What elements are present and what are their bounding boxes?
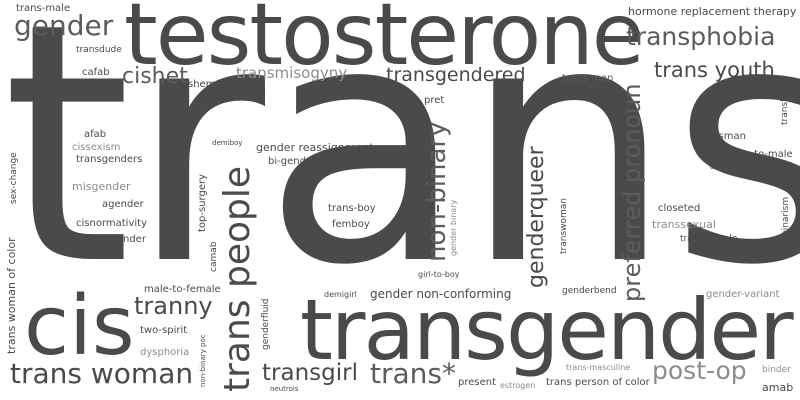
word-two-spirit: two-spirit — [140, 325, 188, 336]
word-non-binary-poc: non-binary poc — [199, 334, 207, 387]
word-trans-star: trans* — [370, 357, 456, 390]
word-present: present — [458, 377, 497, 388]
word-binder: binder — [762, 365, 791, 375]
word-third-gender: third gender — [84, 234, 146, 245]
word-demigirl: demigirl — [324, 290, 357, 299]
word-trans-woman: trans woman — [10, 357, 194, 390]
word-transgenders: transgenders — [76, 154, 143, 165]
word-trans-woman-of-color: trans woman of color — [5, 237, 18, 354]
word-dual-gendered: dual gendered — [710, 163, 761, 171]
word-dysphoria: dysphoria — [140, 347, 190, 358]
word-transsexual: transsexual — [652, 218, 716, 231]
word-gender-reassignment: gender reassignment — [256, 141, 374, 154]
word-shemale: shemale — [188, 79, 231, 90]
word-femboy: femboy — [332, 219, 370, 230]
word-transphobia: transphobia — [626, 22, 776, 51]
word-trans-people: trans people — [217, 165, 258, 392]
word-pret: pret — [424, 95, 445, 106]
word-cisnormativity: cisnormativity — [76, 218, 147, 229]
word-trans-male: trans-male — [16, 3, 71, 14]
word-demiboy: demiboy — [212, 139, 243, 147]
word-trans-boy: trans-boy — [328, 203, 376, 214]
word-cafab: cafab — [82, 67, 110, 78]
word-trans: trans — [2, 0, 800, 337]
word-transgendered: transgendered — [386, 64, 526, 86]
word-hormone-replacement-therapy: hormone replacement therapy — [628, 5, 797, 18]
word-cis: cis — [24, 279, 135, 374]
word-estrogen: estrogen — [500, 381, 536, 390]
word-gender-binary: gender binary — [449, 199, 458, 256]
word-sex-change: sex-change — [9, 152, 19, 204]
word-transgender: transgender — [300, 281, 794, 379]
word-post-op: post-op — [652, 356, 747, 385]
word-girl-to-boy: girl-to-boy — [418, 270, 460, 279]
word-genderbend: genderbend — [562, 286, 617, 296]
word-bi-gender: bi-gender — [268, 156, 317, 167]
word-agender: agender — [102, 199, 144, 210]
word-trans-youth: trans youth — [654, 58, 775, 82]
word-trans-female: trans-female — [680, 234, 738, 244]
word-genderfluid: genderfluid — [261, 298, 271, 351]
word-misgender: misgender — [72, 180, 131, 193]
word-gender-non-conforming: gender non-conforming — [370, 287, 512, 301]
word-cissexism: cissexism — [72, 142, 121, 153]
word-neutrois: neutrois — [270, 385, 299, 393]
word-genderqueer: genderqueer — [524, 146, 549, 288]
word-gender: gender — [14, 9, 114, 42]
word-transdude: transdude — [76, 45, 122, 55]
word-transgirl: transgirl — [262, 360, 358, 386]
word-translatina: translatina — [780, 76, 790, 125]
word-transmisogyny: transmisogyny — [236, 64, 348, 82]
word-closeted: closeted — [658, 203, 701, 214]
word-camab: camab — [209, 241, 219, 272]
word-cishet: cishet — [122, 64, 188, 89]
word-tranny: tranny — [134, 292, 213, 320]
word-gender-variant: gender-variant — [706, 289, 780, 300]
word-amab: amab — [762, 381, 794, 394]
word-transpeople: transpeople — [72, 83, 114, 91]
word-male-to-female: male-to-female — [144, 284, 221, 295]
word-preferred-pronoun: preferred pronoun — [618, 83, 646, 302]
word-trans-man: trans-man — [562, 73, 614, 84]
word-transman: transman — [698, 131, 746, 142]
word-afab: afab — [84, 129, 107, 140]
word-top-surgery: top-surgery — [197, 173, 208, 232]
word-testosterone: testosterone — [124, 0, 645, 85]
word-female-to-male: female-to-male — [716, 149, 793, 160]
word-non-binary: non-binary — [422, 121, 452, 262]
word-transwoman: transwoman — [559, 198, 569, 254]
word-trans-person-of-color: trans person of color — [546, 377, 650, 388]
word-trans-masculine: trans-masculine — [566, 363, 631, 372]
word-binarism: binarism — [781, 196, 791, 236]
